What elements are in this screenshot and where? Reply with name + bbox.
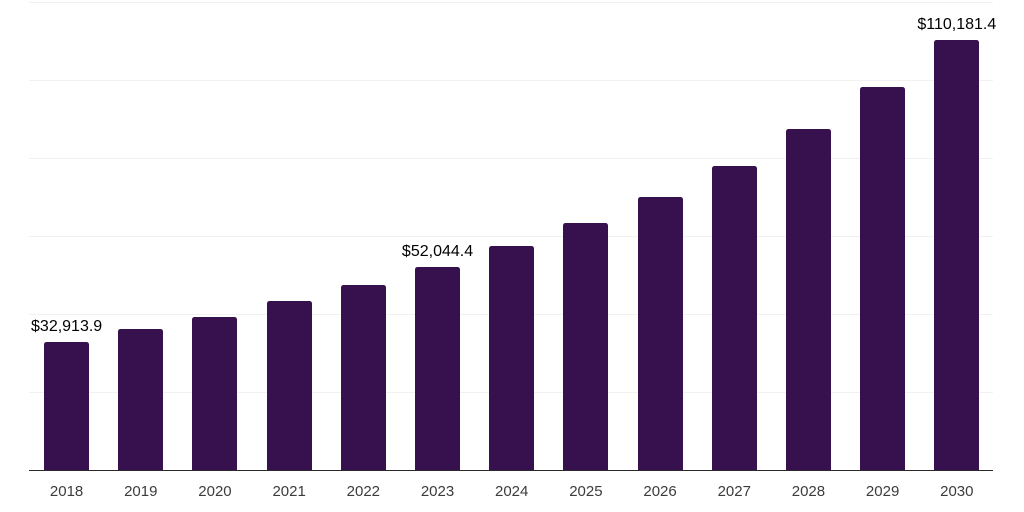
bar-2029 (860, 87, 906, 470)
bar-2025 (563, 223, 609, 470)
bar-2022 (340, 285, 386, 470)
data-label-2030: $110,181.4 (917, 16, 997, 34)
x-tick-2021: 2021 (272, 483, 306, 500)
bar-2026 (637, 197, 683, 470)
x-tick-2019: 2019 (124, 483, 158, 500)
x-tick-2028: 2028 (791, 483, 826, 500)
bar-2027 (711, 166, 757, 470)
bar-2024 (489, 246, 535, 470)
gridline-60000 (29, 236, 993, 237)
data-label-2023: $52,044.4 (401, 243, 474, 261)
x-tick-2020: 2020 (198, 483, 232, 500)
bar-2021 (266, 301, 312, 470)
x-tick-2022: 2022 (346, 483, 381, 500)
x-tick-2029: 2029 (865, 483, 900, 500)
bar-2030 (934, 40, 980, 470)
x-axis-line (29, 470, 993, 471)
bar-2018 (44, 341, 90, 470)
x-tick-2030: 2030 (940, 483, 974, 500)
bar-2028 (785, 129, 831, 470)
bar-2023 (415, 267, 461, 470)
gridline-80000 (29, 158, 993, 159)
gridline-120000 (29, 2, 993, 3)
x-tick-2027: 2027 (717, 483, 751, 500)
x-tick-2026: 2026 (643, 483, 677, 500)
bar-2019 (118, 329, 164, 470)
gridline-100000 (29, 80, 993, 81)
bar-2020 (192, 316, 238, 470)
data-label-2018: $32,913.9 (31, 317, 103, 335)
x-tick-2025: 2025 (569, 483, 603, 500)
x-tick-2024: 2024 (495, 483, 529, 500)
x-tick-2018: 2018 (49, 483, 84, 500)
x-tick-2023: 2023 (420, 483, 455, 500)
